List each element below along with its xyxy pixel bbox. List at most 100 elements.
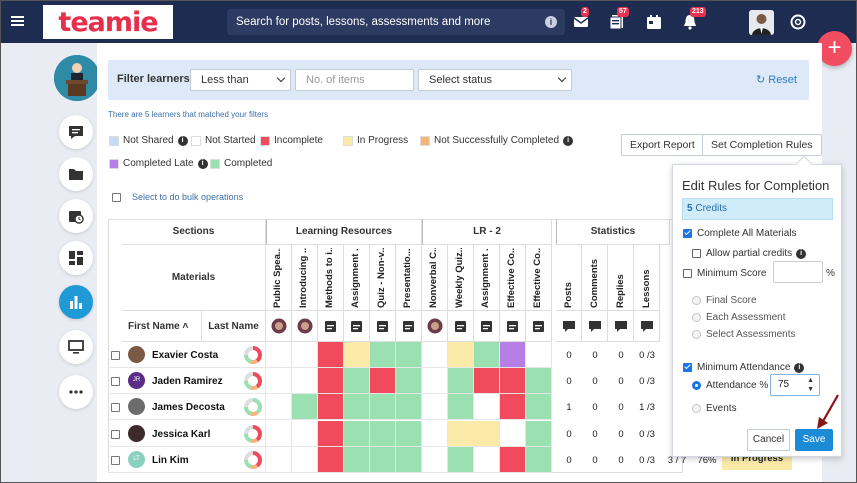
material-status-cell[interactable] <box>370 394 396 420</box>
material-status-cell[interactable] <box>500 342 526 368</box>
material-status-cell[interactable] <box>526 394 552 420</box>
progress-donut[interactable] <box>244 372 262 390</box>
rail-more-button[interactable] <box>59 375 93 409</box>
material-header[interactable]: Weekly Quiz... <box>448 245 474 311</box>
material-status-cell[interactable] <box>422 394 448 420</box>
row-checkbox[interactable] <box>111 377 120 386</box>
complete-all-option[interactable]: Complete All Materials <box>683 228 796 239</box>
material-status-cell[interactable] <box>370 342 396 368</box>
min-score-checkbox[interactable] <box>683 269 692 278</box>
info-icon[interactable]: i <box>563 135 574 146</box>
attendance-input[interactable]: 75 ▲ ▼ <box>770 374 820 396</box>
stat-header[interactable]: Posts <box>556 245 582 311</box>
info-icon[interactable]: i <box>177 135 188 146</box>
row-checkbox[interactable] <box>111 430 120 439</box>
material-header[interactable]: Quiz - Non-v... <box>370 245 396 311</box>
material-status-cell[interactable] <box>292 421 318 447</box>
material-status-cell[interactable] <box>526 342 552 368</box>
avatar[interactable] <box>128 398 145 415</box>
add-button[interactable]: + <box>817 31 852 66</box>
first-name-header[interactable]: First Name ˄ <box>122 311 202 342</box>
material-status-cell[interactable] <box>500 368 526 394</box>
learner-name[interactable]: Lin Kim <box>152 455 189 466</box>
info-icon[interactable]: i <box>545 16 557 28</box>
material-status-cell[interactable] <box>500 421 526 447</box>
material-header[interactable]: Introducing ... <box>292 245 318 311</box>
help-icon[interactable] <box>790 14 806 30</box>
mail-icon[interactable]: 2 <box>573 7 589 30</box>
learner-name[interactable]: Jessica Karl <box>152 429 211 440</box>
bulk-select[interactable]: Select to do bulk operations <box>112 192 243 202</box>
material-status-cell[interactable] <box>448 447 474 473</box>
progress-donut[interactable] <box>244 425 262 443</box>
material-status-cell[interactable] <box>396 368 422 394</box>
material-status-cell[interactable] <box>448 342 474 368</box>
material-status-cell[interactable] <box>318 368 344 394</box>
search-input[interactable]: Search for posts, lessons, assessments a… <box>227 9 565 35</box>
calendar-icon[interactable] <box>646 14 662 30</box>
material-status-cell[interactable] <box>344 447 370 473</box>
material-status-cell[interactable] <box>422 368 448 394</box>
material-status-cell[interactable] <box>344 394 370 420</box>
each-assessment-option[interactable]: Each Assessment <box>692 312 785 323</box>
material-status-cell[interactable] <box>448 394 474 420</box>
material-status-cell[interactable] <box>292 394 318 420</box>
learner-name[interactable]: Jaden Ramirez <box>152 376 223 387</box>
events-option[interactable]: Events <box>692 403 737 414</box>
material-status-cell[interactable] <box>344 368 370 394</box>
material-status-cell[interactable] <box>422 342 448 368</box>
material-status-cell[interactable] <box>474 421 500 447</box>
material-status-cell[interactable] <box>344 342 370 368</box>
material-header[interactable]: Presentatio... <box>396 245 422 311</box>
stat-header[interactable]: Replies <box>608 245 634 311</box>
bulk-checkbox[interactable] <box>112 192 121 202</box>
items-input[interactable]: No. of items <box>295 69 414 91</box>
material-status-cell[interactable] <box>474 368 500 394</box>
learner-name[interactable]: Exavier Costa <box>152 350 219 361</box>
avatar[interactable]: JR <box>128 372 145 389</box>
cancel-button[interactable]: Cancel <box>747 429 790 451</box>
attendance-percent-radio[interactable] <box>692 381 701 390</box>
material-status-cell[interactable] <box>292 447 318 473</box>
allow-partial-checkbox[interactable] <box>692 249 701 258</box>
avatar[interactable] <box>128 425 145 442</box>
material-status-cell[interactable] <box>526 447 552 473</box>
min-score-option[interactable]: Minimum Score <box>683 268 766 279</box>
row-checkbox[interactable] <box>111 456 120 465</box>
material-status-cell[interactable] <box>526 368 552 394</box>
select-assessments-radio[interactable] <box>692 330 701 339</box>
final-score-radio[interactable] <box>692 296 701 305</box>
material-status-cell[interactable] <box>266 394 292 420</box>
rail-dashboard-button[interactable] <box>59 241 93 275</box>
menu-icon[interactable] <box>11 16 24 26</box>
reset-button[interactable]: ↻ Reset <box>756 73 797 86</box>
complete-all-checkbox[interactable] <box>683 229 692 238</box>
info-icon[interactable]: i <box>197 158 208 169</box>
rail-folder-button[interactable] <box>59 157 93 191</box>
material-status-cell[interactable] <box>318 394 344 420</box>
course-avatar[interactable] <box>54 55 100 101</box>
rail-monitor-button[interactable] <box>59 330 93 364</box>
row-checkbox[interactable] <box>111 403 120 412</box>
min-score-input[interactable] <box>773 261 823 283</box>
status-select[interactable]: Select status <box>418 69 572 91</box>
each-assessment-radio[interactable] <box>692 313 701 322</box>
info-icon[interactable]: i <box>794 362 805 373</box>
material-status-cell[interactable] <box>474 394 500 420</box>
material-header[interactable]: Nonverbal C... <box>422 245 448 311</box>
user-avatar[interactable] <box>749 10 774 35</box>
min-attendance-option[interactable]: Minimum Attendance i <box>683 362 805 373</box>
logo[interactable]: teamie <box>43 5 173 39</box>
material-status-cell[interactable] <box>292 368 318 394</box>
stat-header[interactable]: Comments <box>582 245 608 311</box>
material-status-cell[interactable] <box>448 421 474 447</box>
material-header[interactable]: Effective Co... <box>500 245 526 311</box>
material-status-cell[interactable] <box>266 342 292 368</box>
last-name-header[interactable]: Last Name <box>202 311 266 342</box>
material-header[interactable]: Public Spea... <box>266 245 292 311</box>
progress-donut[interactable] <box>244 451 262 469</box>
material-status-cell[interactable] <box>370 368 396 394</box>
rail-schedule-button[interactable] <box>59 199 93 233</box>
lessons-icon[interactable]: 57 <box>609 7 629 30</box>
material-header[interactable]: Methods to i... <box>318 245 344 311</box>
